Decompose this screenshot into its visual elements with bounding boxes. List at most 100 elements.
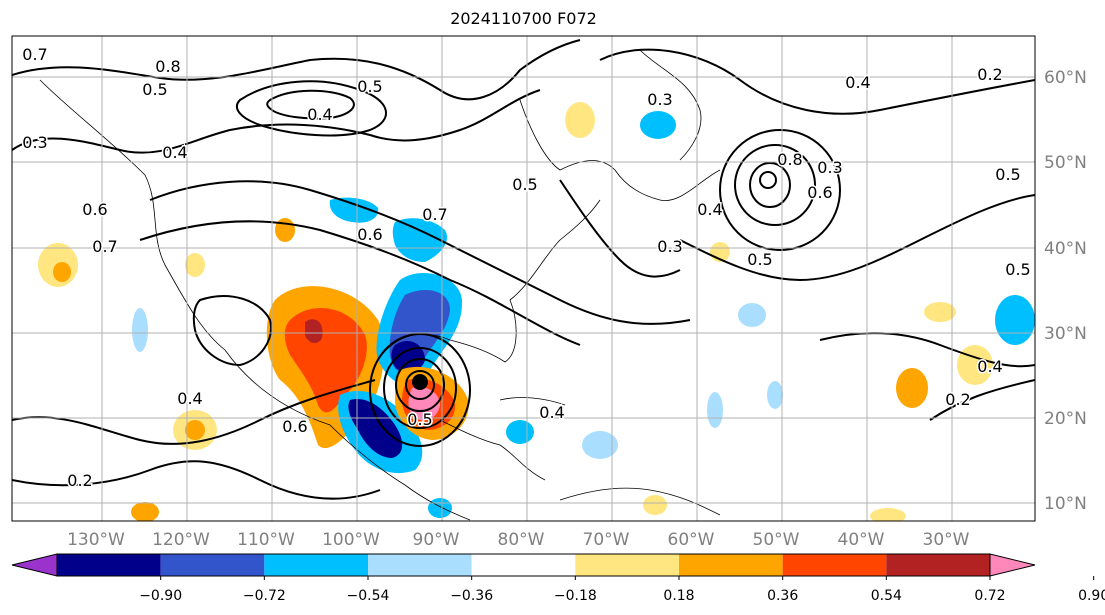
longitude-label: 130°W bbox=[67, 530, 125, 550]
contour-line bbox=[266, 89, 355, 120]
longitude-label: 110°W bbox=[237, 530, 295, 550]
contour-label: 0.4 bbox=[845, 73, 870, 92]
contour-line bbox=[12, 39, 581, 101]
colorbar-tick-label: 0.36 bbox=[767, 588, 798, 604]
colorbar-segment bbox=[471, 554, 576, 576]
latitude-label: 50°N bbox=[1044, 153, 1087, 173]
contour-hurricane-ring bbox=[405, 370, 435, 400]
shade-cold-atlantic3 bbox=[738, 303, 766, 327]
longitude-label: 90°W bbox=[413, 530, 460, 550]
colorbar-tick-label: −0.72 bbox=[243, 588, 286, 604]
contour-label: 0.3 bbox=[647, 90, 672, 109]
contour-label: 0.4 bbox=[307, 105, 332, 124]
contour-label: 0.5 bbox=[357, 77, 382, 96]
map-frame bbox=[11, 35, 1036, 522]
contour-label: 0.7 bbox=[92, 237, 117, 256]
longitude-labels: 130°W 120°W 110°W 100°W 90°W 80°W 70°W 60°W 50°W… bbox=[67, 530, 970, 550]
colorbar-extend-high bbox=[989, 553, 1036, 577]
contour-label: 0.5 bbox=[142, 80, 167, 99]
contour-label: 0.5 bbox=[512, 175, 537, 194]
latitude-label: 30°N bbox=[1044, 324, 1087, 344]
latitude-label: 20°N bbox=[1044, 409, 1087, 429]
contour-label: 0.5 bbox=[1005, 260, 1030, 279]
shade-warm-us bbox=[275, 218, 295, 242]
contour-label: 0.6 bbox=[282, 417, 307, 436]
colorbar-tick-label: 0.90 bbox=[1078, 588, 1105, 604]
latitude-labels: 60°N 50°N 40°N 30°N 20°N 10°N bbox=[1044, 68, 1087, 514]
contour-line bbox=[139, 220, 581, 346]
contour-label: 0.6 bbox=[357, 225, 382, 244]
contour-line bbox=[679, 194, 1035, 282]
contour-label: 0.3 bbox=[22, 133, 47, 152]
shade-cold-atlantic6 bbox=[707, 392, 723, 428]
shade-warm-hudson bbox=[565, 102, 595, 138]
contour-line bbox=[599, 48, 1035, 115]
contour-atlantic-ring bbox=[734, 144, 816, 226]
longitude-label: 80°W bbox=[498, 530, 545, 550]
coastline-west bbox=[39, 79, 471, 521]
shade-cold-pacific2 bbox=[132, 308, 148, 352]
contour-line bbox=[12, 89, 541, 154]
graticule bbox=[12, 36, 1035, 521]
colorbar-segment bbox=[160, 554, 265, 576]
contour-label: 0.4 bbox=[539, 403, 564, 422]
contour-lines bbox=[12, 39, 1035, 500]
coastline-greenland bbox=[639, 49, 702, 161]
colorbar-tick-label: −0.90 bbox=[139, 588, 182, 604]
colorbar-segment bbox=[57, 554, 161, 576]
contour-line bbox=[192, 295, 272, 367]
contour-line bbox=[12, 460, 381, 500]
colorbar-tick-label: −0.18 bbox=[554, 588, 597, 604]
latitude-label: 40°N bbox=[1044, 239, 1087, 259]
colorbar-segment bbox=[782, 554, 887, 576]
contour-line bbox=[235, 80, 387, 137]
shade-cold-labrador bbox=[640, 111, 676, 139]
shade-cold-atlantic5 bbox=[767, 381, 783, 409]
contour-hurricane-ring bbox=[369, 333, 471, 447]
contour-label: 0.5 bbox=[995, 165, 1020, 184]
colorbar: −0.90 −0.72 −0.54 −0.36 −0.18 0.18 0.36 0.54 0.7… bbox=[11, 553, 1105, 604]
contour-label: 0.2 bbox=[977, 65, 1002, 84]
longitude-label: 30°W bbox=[923, 530, 970, 550]
colorbar-tick-label: −0.54 bbox=[347, 588, 390, 604]
contour-line bbox=[819, 332, 1035, 368]
colorbar-segment bbox=[679, 554, 783, 576]
longitude-label: 50°W bbox=[753, 530, 800, 550]
contour-hurricane-ring bbox=[395, 358, 445, 412]
coastline-south-america bbox=[559, 487, 721, 516]
contour-label: 0.3 bbox=[817, 158, 842, 177]
colorbar-segment bbox=[264, 554, 368, 576]
shade-warm-atlantic2 bbox=[896, 368, 928, 408]
coastline-canada bbox=[519, 99, 721, 202]
shade-cold-lakes bbox=[392, 218, 448, 262]
contour-label: 0.7 bbox=[22, 45, 47, 64]
contour-label: 0.6 bbox=[807, 183, 832, 202]
shade-navy-south bbox=[348, 399, 403, 458]
longitude-label: 120°W bbox=[152, 530, 210, 550]
shade-warm-bottom bbox=[131, 502, 159, 521]
latitude-label: 60°N bbox=[1044, 68, 1087, 88]
shade-darkred-mexico bbox=[305, 319, 323, 344]
colorbar-tick-label: 0.18 bbox=[663, 588, 694, 604]
contour-line bbox=[12, 379, 376, 445]
contour-label: 0.3 bbox=[657, 237, 682, 256]
contour-labels: 0.7 0.8 0.5 0.4 0.5 0.3 0.4 0.6 0.7 0.6 0.7 0.3 0.5 0… bbox=[21, 44, 1032, 492]
shade-hurricane-pink bbox=[408, 386, 440, 421]
shade-orange-pacific3 bbox=[185, 420, 205, 440]
contour-label: 0.6 bbox=[82, 200, 107, 219]
contour-label: 0.2 bbox=[945, 390, 970, 409]
longitude-label: 100°W bbox=[322, 530, 380, 550]
contour-label: 0.8 bbox=[155, 57, 180, 76]
colorbar-segment bbox=[368, 554, 472, 576]
colorbar-extend-low bbox=[11, 553, 58, 577]
hurricane-center-marker bbox=[412, 374, 428, 390]
colorbar-tick-label: 0.72 bbox=[974, 588, 1005, 604]
longitude-label: 40°W bbox=[838, 530, 885, 550]
shade-warm-bottom2 bbox=[870, 508, 906, 521]
colorbar-tick-label: −0.36 bbox=[450, 588, 493, 604]
contour-label: 0.2 bbox=[67, 471, 92, 490]
contour-label: 0.7 bbox=[422, 205, 447, 224]
shade-warm-atlantic4 bbox=[924, 302, 956, 322]
coastline-caribbean bbox=[499, 397, 566, 406]
